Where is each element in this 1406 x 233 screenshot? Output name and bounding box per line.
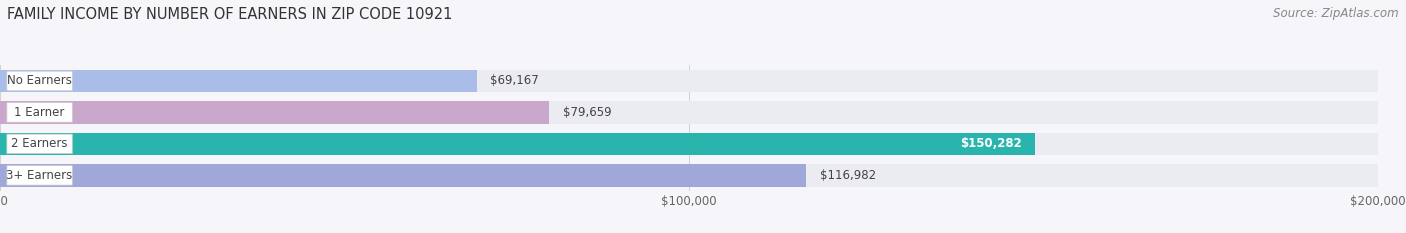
Text: No Earners: No Earners <box>7 75 72 87</box>
Text: $79,659: $79,659 <box>562 106 612 119</box>
FancyBboxPatch shape <box>7 134 72 154</box>
Text: 1 Earner: 1 Earner <box>14 106 65 119</box>
Bar <box>0 70 1378 92</box>
Bar <box>0 133 1378 155</box>
FancyBboxPatch shape <box>7 71 72 91</box>
Text: $69,167: $69,167 <box>491 75 538 87</box>
Text: FAMILY INCOME BY NUMBER OF EARNERS IN ZIP CODE 10921: FAMILY INCOME BY NUMBER OF EARNERS IN ZI… <box>7 7 453 22</box>
Text: Source: ZipAtlas.com: Source: ZipAtlas.com <box>1274 7 1399 20</box>
FancyBboxPatch shape <box>7 166 72 185</box>
Text: 3+ Earners: 3+ Earners <box>7 169 73 182</box>
Bar <box>0 101 1378 124</box>
Text: 2 Earners: 2 Earners <box>11 137 67 150</box>
Bar <box>0 101 548 124</box>
Bar <box>0 133 1035 155</box>
Bar <box>0 164 806 187</box>
Bar <box>0 164 1378 187</box>
Bar <box>0 70 477 92</box>
Text: $116,982: $116,982 <box>820 169 876 182</box>
Text: $150,282: $150,282 <box>960 137 1022 150</box>
FancyBboxPatch shape <box>7 103 72 122</box>
